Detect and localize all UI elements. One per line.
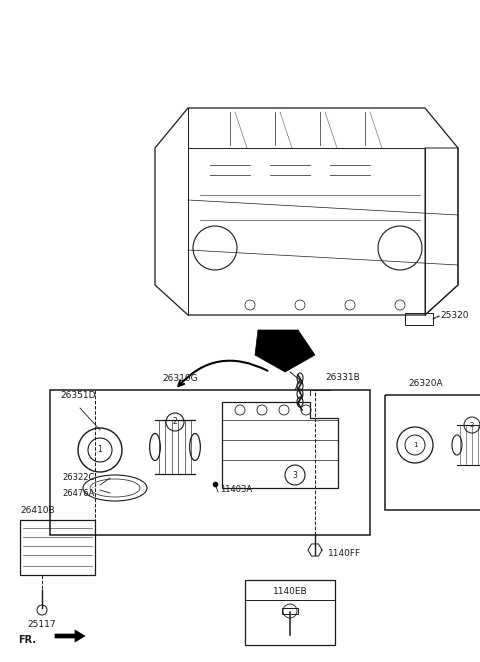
Text: 3: 3 [293,471,298,479]
Text: 2: 2 [173,418,178,426]
Polygon shape [55,630,85,642]
Bar [245,580,335,645]
Bar [20,520,95,575]
Text: 26320A: 26320A [408,379,443,388]
Text: 1140EB: 1140EB [273,587,307,596]
Text: FR.: FR. [18,635,36,645]
Text: 11403A: 11403A [220,485,252,495]
Text: 2: 2 [470,422,474,428]
Bar [282,608,298,614]
Bar [405,313,433,325]
Text: 26476A: 26476A [62,489,95,498]
Text: 26310G: 26310G [162,374,198,383]
Bar [385,395,480,510]
Text: 25320: 25320 [440,312,468,320]
Text: 1140FF: 1140FF [328,549,361,557]
Text: 26331B: 26331B [325,373,360,382]
Bar [50,390,370,535]
Polygon shape [255,330,315,372]
Text: 26410B: 26410B [20,506,55,515]
Text: 26322C: 26322C [62,473,95,483]
Text: 1: 1 [413,442,417,448]
Text: 26351D: 26351D [60,391,96,400]
Text: 25117: 25117 [28,620,56,629]
Text: 1: 1 [97,446,102,455]
